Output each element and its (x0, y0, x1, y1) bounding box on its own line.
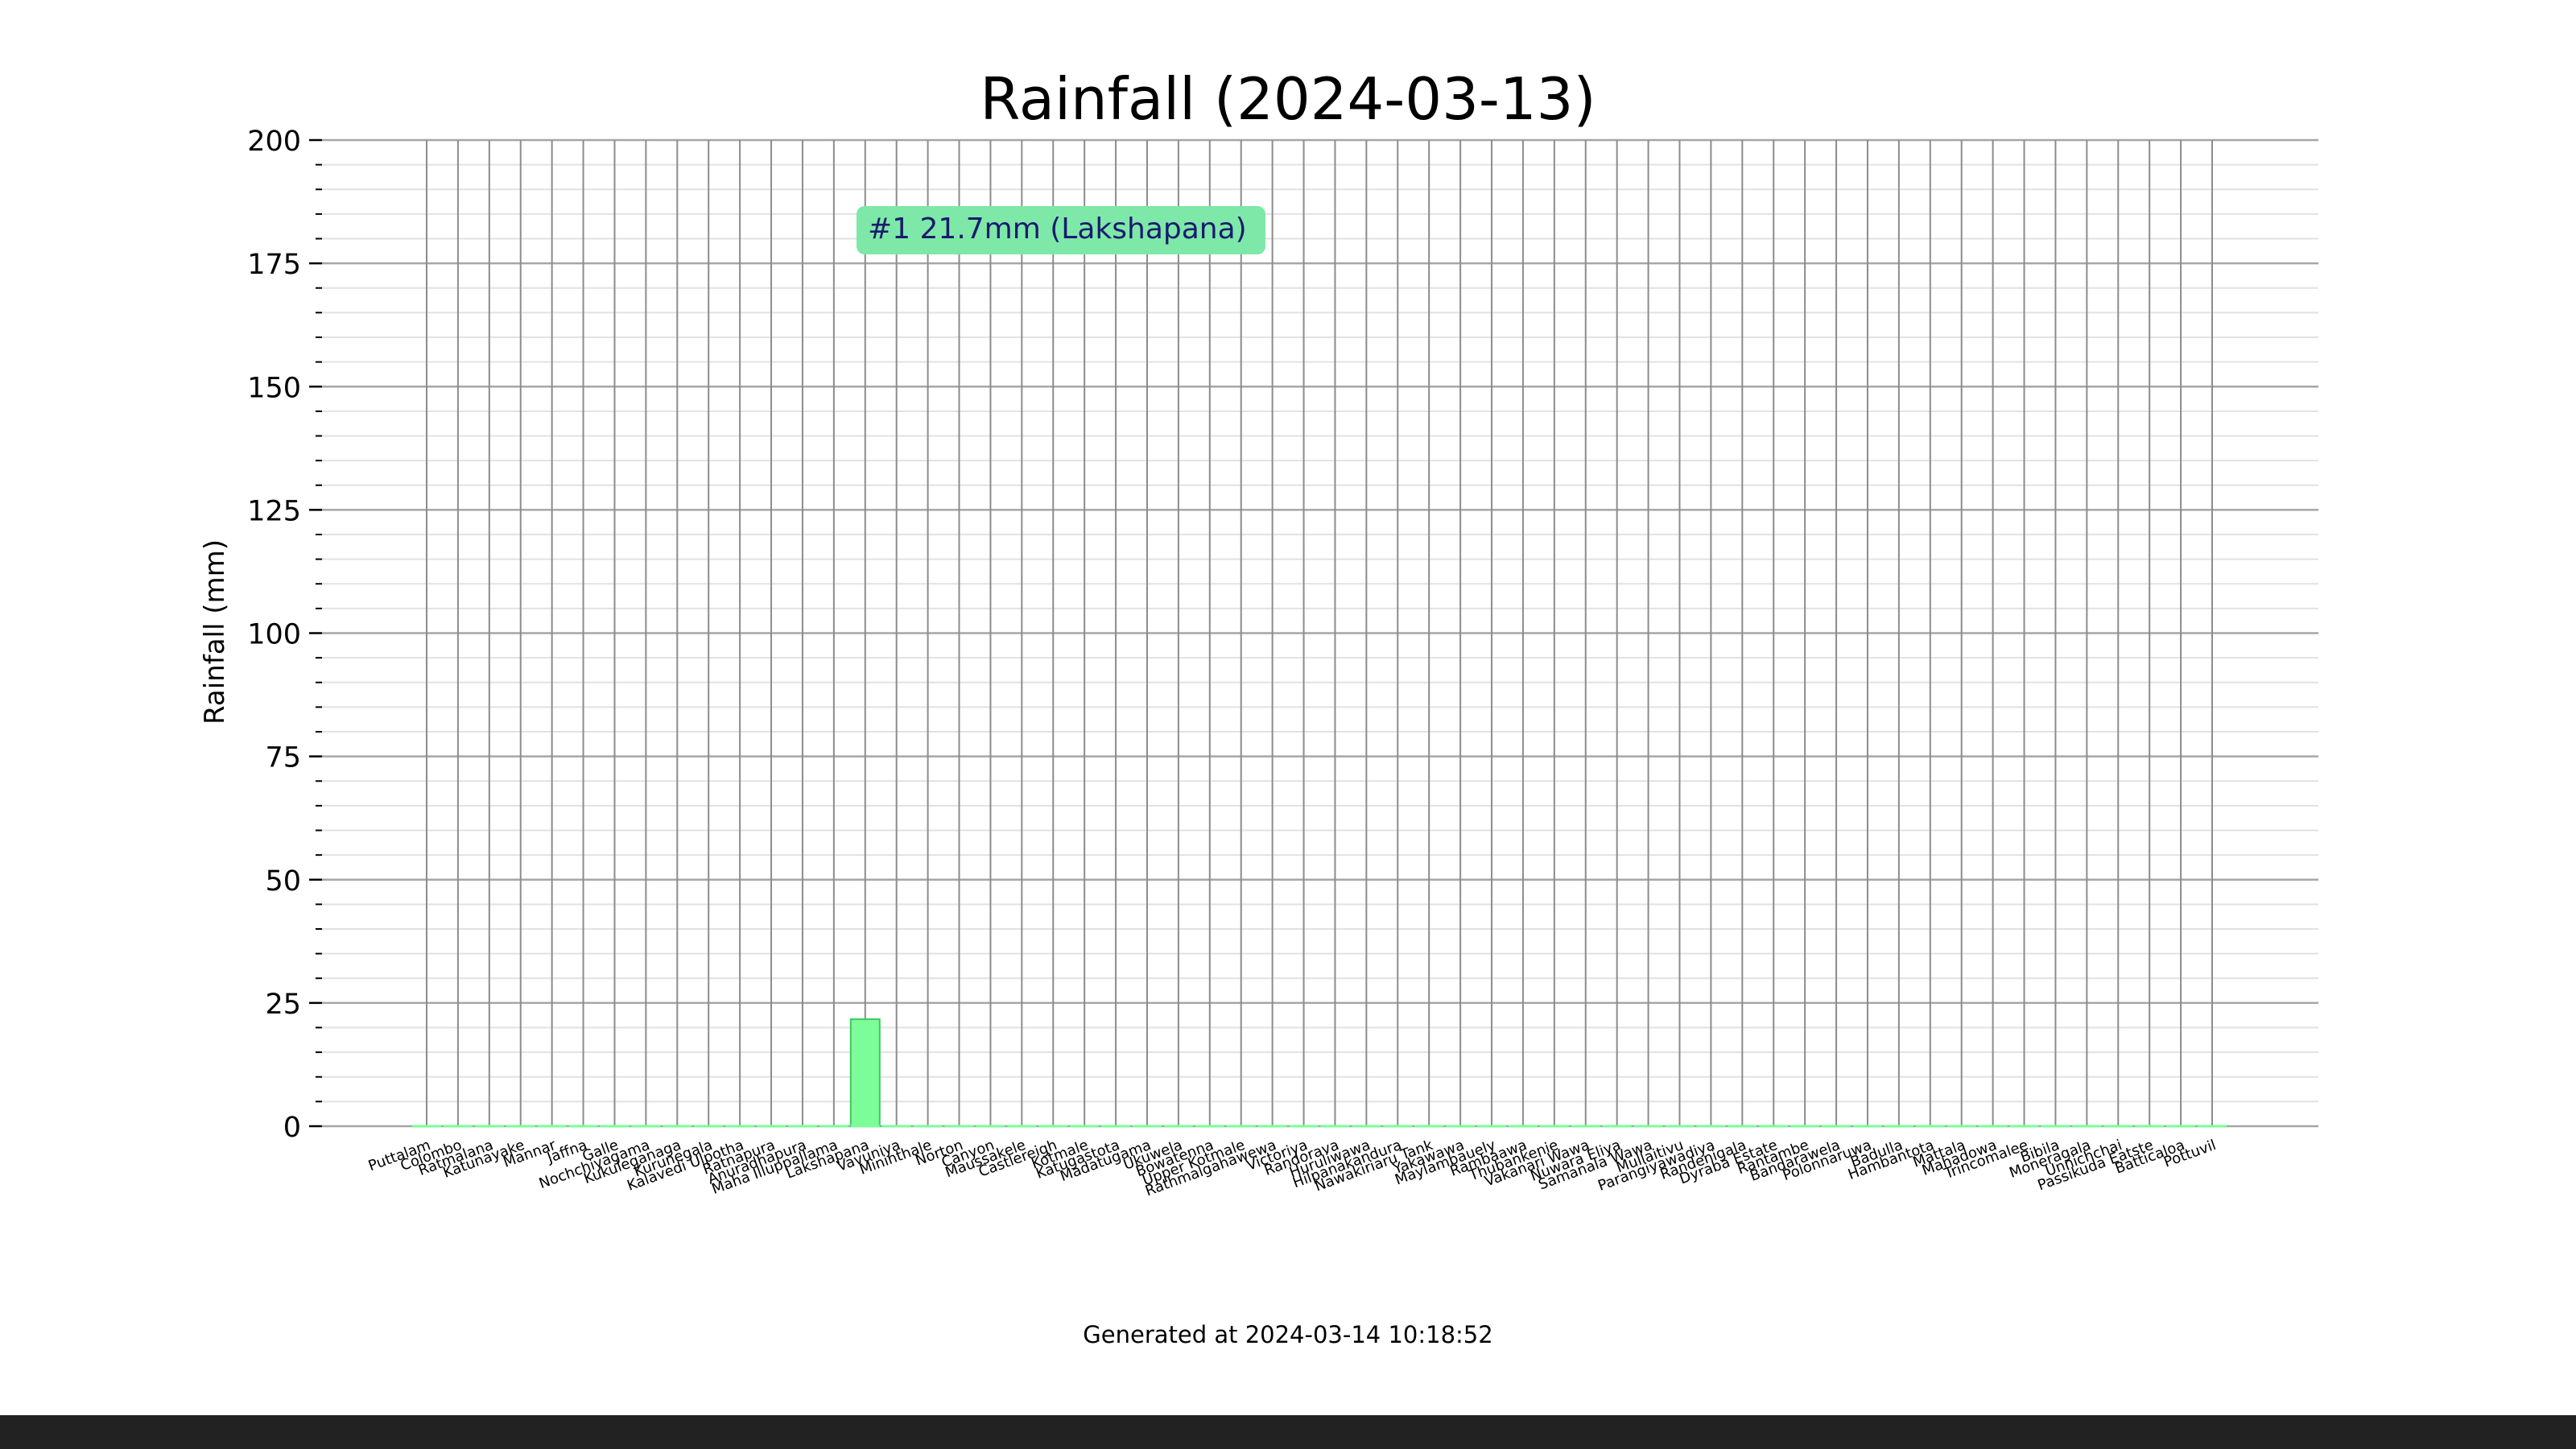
annotation-box (857, 206, 1265, 254)
category-gridlines (426, 140, 2213, 1126)
x-tick-labels: PuttalamColomboRatmalanaKatunayakeMannar… (366, 1137, 2219, 1200)
minor-gridlines (322, 163, 2318, 1103)
y-tick-label: 0 (283, 1112, 301, 1144)
top-annotation: #1 21.7mm (Lakshapana) (857, 206, 1265, 254)
annotation-text: #1 21.7mm (Lakshapana) (868, 213, 1247, 246)
y-tick-label: 75 (265, 742, 301, 774)
y-tick-label: 50 (265, 865, 301, 898)
y-tick-label: 150 (247, 372, 301, 404)
y-tick-label: 100 (247, 619, 301, 651)
generated-at-footer: Generated at 2024-03-14 10:18:52 (1083, 1321, 1492, 1348)
y-tick-label: 125 (247, 495, 301, 527)
y-axis-label: Rainfall (mm) (199, 539, 231, 724)
bar-lakshapana (849, 1018, 881, 1128)
y-tick-label: 25 (265, 989, 301, 1021)
bars (412, 1018, 2227, 1128)
window-bottom-bar (0, 1415, 2576, 1449)
y-tick-label: 200 (247, 126, 301, 158)
y-tick-label: 175 (247, 249, 301, 281)
chart-title: Rainfall (2024-03-13) (980, 65, 1596, 133)
y-axis: 0 25 50 75 100 125 150 175 200 (247, 126, 322, 1144)
